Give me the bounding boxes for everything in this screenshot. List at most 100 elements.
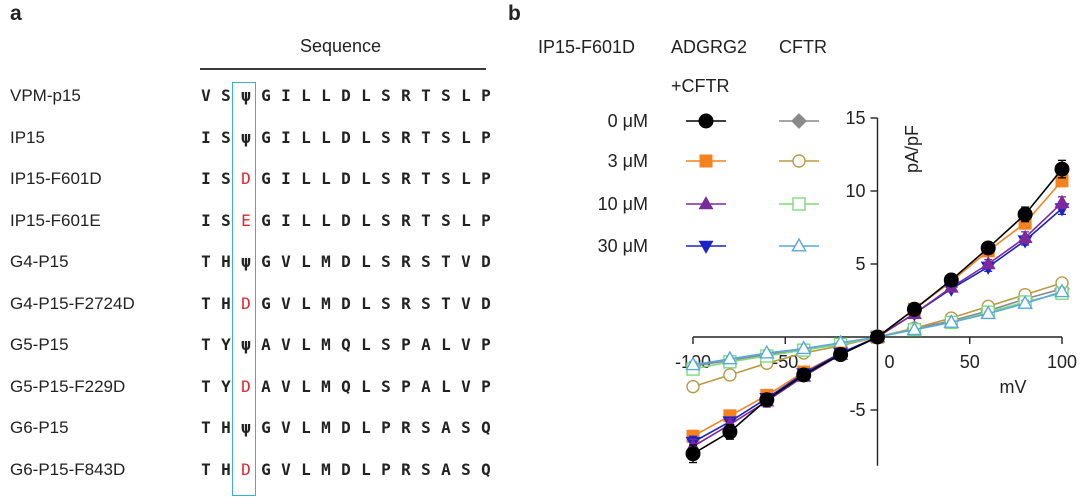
residue: G (261, 127, 271, 147)
y-axis-title: pA/pF (902, 125, 922, 173)
data-point (943, 272, 959, 288)
data-point (980, 305, 996, 320)
sequence-row-name: G6-P15 (10, 418, 69, 437)
residue: R (401, 210, 411, 230)
residue: M (321, 459, 331, 479)
residue: T (201, 252, 211, 271)
residue: L (301, 418, 311, 437)
sequence-row: G4-P15-F2724D T H D G V L M D L S R S T V D (0, 290, 500, 324)
sequence-row-name: G4-P15 (10, 252, 69, 271)
sequence-row-name: G5-P15-F229D (10, 376, 126, 396)
legend-row-header: IP15-F601D (538, 37, 635, 57)
residue: M (321, 418, 331, 437)
residue: L (301, 127, 311, 147)
residue: M (321, 376, 331, 396)
data-point (796, 367, 812, 383)
residue: D (241, 376, 251, 396)
residue: D (241, 459, 251, 479)
residue: L (361, 169, 371, 188)
residue: S (221, 86, 231, 105)
residue: A (441, 459, 451, 479)
residue: D (341, 86, 351, 105)
residue: A (421, 335, 431, 354)
residue: D (341, 252, 351, 271)
residue: L (361, 127, 371, 147)
residue: S (421, 252, 431, 271)
legend-marker (792, 154, 806, 168)
legend-col1-header-line2: +CFTR (671, 76, 730, 96)
residue: L (361, 210, 371, 230)
data-point (686, 379, 700, 394)
residue: S (381, 210, 391, 230)
legend-marker (791, 237, 807, 252)
data-point (1017, 295, 1033, 309)
residue: R (401, 252, 411, 271)
residue: P (381, 459, 391, 479)
residue: L (361, 459, 371, 479)
residue: ψ (241, 335, 251, 354)
data-point (870, 329, 885, 345)
data-point (906, 301, 922, 317)
residue: T (421, 86, 431, 105)
residue: Q (481, 418, 491, 437)
sequence-header-rule (200, 68, 486, 70)
residue: H (221, 459, 231, 479)
residue: A (441, 418, 451, 437)
modified-site-highlight-box (232, 82, 256, 496)
residue: ψ (241, 127, 251, 147)
data-point (943, 314, 960, 328)
residue: P (381, 418, 391, 437)
residue: L (361, 86, 371, 105)
data-point (722, 350, 738, 365)
residue: V (281, 335, 291, 354)
y-tick-label: 15 (845, 108, 865, 128)
residue: L (361, 252, 371, 271)
residue: H (221, 418, 231, 437)
residue: L (461, 169, 471, 188)
residue: Y (221, 335, 231, 354)
residue: T (201, 293, 211, 313)
data-point (833, 347, 849, 363)
residue: M (321, 335, 331, 354)
legend-dose-label: 30 μM (598, 236, 648, 256)
data-point (1054, 283, 1070, 298)
residue: S (441, 127, 451, 147)
residue: D (341, 293, 351, 313)
residue: P (481, 376, 491, 396)
y-tick-label: 10 (845, 181, 865, 201)
residue: G (261, 418, 271, 437)
residue: L (361, 335, 371, 354)
residue: I (281, 169, 291, 188)
residue: G (261, 169, 271, 188)
residue: L (441, 335, 451, 354)
residue: E (241, 210, 251, 230)
residue: Y (221, 376, 231, 396)
residue: D (341, 418, 351, 437)
residue: S (221, 169, 231, 188)
residue: V (281, 418, 291, 437)
y-tick-label: -5 (849, 400, 865, 420)
residue: I (281, 127, 291, 147)
legend-marker (698, 240, 714, 254)
residue: L (361, 376, 371, 396)
residue: T (441, 252, 451, 271)
legend-col1-header: ADGRG2 (671, 37, 747, 57)
residue: ψ (241, 252, 251, 271)
sequence-row-name: G4-P15-F2724D (10, 293, 135, 313)
legend-col2-header: CFTR (779, 37, 827, 57)
residue: T (421, 169, 431, 188)
residue: L (301, 169, 311, 188)
residue: R (401, 86, 411, 105)
residue: I (201, 127, 211, 147)
legend-dose-label: 10 μM (598, 194, 648, 214)
residue: S (461, 418, 471, 437)
residue: G (261, 459, 271, 479)
